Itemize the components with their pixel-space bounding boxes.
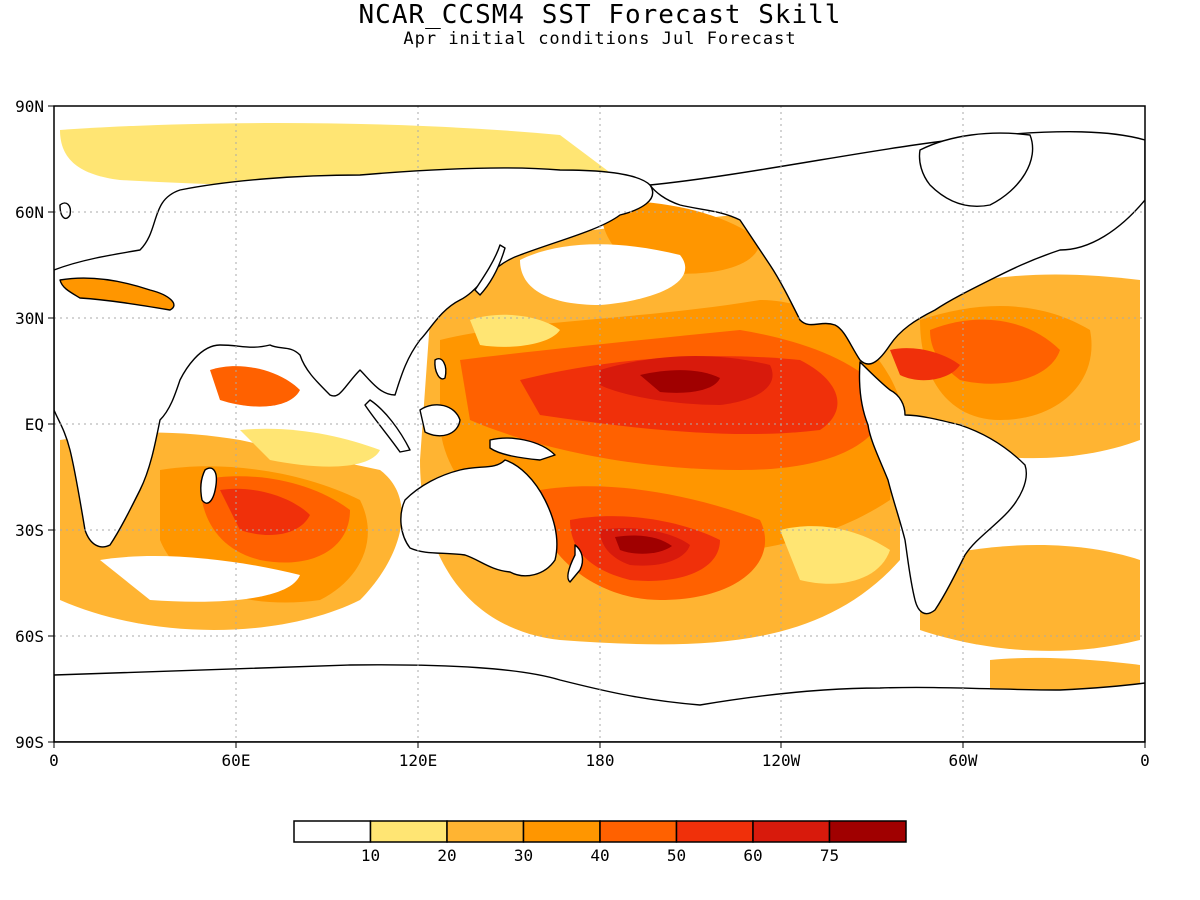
colorbar-tick-label: 10: [361, 846, 380, 865]
madagascar-landmass: [200, 467, 218, 504]
lon-label: 120W: [762, 751, 801, 770]
colorbar-tick-label: 20: [437, 846, 456, 865]
colorbar-tick-label: 75: [820, 846, 839, 865]
lon-label: 60W: [949, 751, 978, 770]
lat-label: EQ: [25, 415, 44, 434]
colorbar-swatch: [522, 820, 601, 843]
south-america-landmass: [858, 361, 1027, 615]
philippines-landmass: [434, 358, 447, 380]
new-zealand-landmass: [567, 544, 584, 583]
colorbar-legend: 10 20 30 40 50 60 75: [293, 820, 907, 865]
colorbar-swatch: [599, 820, 678, 843]
lon-label: 120E: [399, 751, 438, 770]
lat-label: 30N: [15, 309, 44, 328]
antarctica-landmass: [54, 664, 1145, 742]
colorbar-tick-label: 50: [667, 846, 686, 865]
lon-label: 180: [586, 751, 615, 770]
graticule: [54, 106, 1145, 742]
new-guinea-landmass: [489, 437, 556, 461]
colorbar-swatch: [293, 820, 372, 843]
colorbar-swatch: [369, 820, 448, 843]
lat-label: 60N: [15, 203, 44, 222]
colorbar-swatch: [752, 820, 831, 843]
lon-label: 0: [1140, 751, 1150, 770]
map-title: NCAR_CCSM4 SST Forecast Skill: [358, 0, 842, 30]
colorbar-tick-label: 30: [514, 846, 533, 865]
sumatra-landmass: [364, 399, 411, 453]
longitude-labels: 0 60E 120E 180 120W 60W 0: [49, 751, 1150, 770]
lat-label: 90S: [15, 733, 44, 752]
uk-landmass: [59, 202, 72, 220]
colorbar-swatch: [828, 820, 907, 843]
eurasia-africa-landmass: [54, 167, 654, 548]
greenland-landmass: [918, 132, 1034, 207]
latitude-labels: 90N 60N 30N EQ 30S 60S 90S: [15, 97, 44, 752]
lon-label: 0: [49, 751, 59, 770]
lat-label: 60S: [15, 627, 44, 646]
australia-landmass: [400, 459, 558, 577]
lat-label: 30S: [15, 521, 44, 540]
lon-label: 60E: [222, 751, 251, 770]
borneo-landmass: [419, 404, 461, 437]
colorbar-tick-label: 40: [590, 846, 609, 865]
lat-label: 90N: [15, 97, 44, 116]
map-subtitle: Apr initial conditions Jul Forecast: [403, 29, 797, 49]
colorbar-tick-label: 60: [743, 846, 762, 865]
land-layer: [54, 131, 1145, 742]
axis-ticks: [48, 105, 1146, 748]
colorbar-swatch: [675, 820, 754, 843]
japan-landmass: [474, 244, 506, 296]
colorbar-swatch: [446, 820, 525, 843]
mediterranean-sea: [59, 277, 175, 311]
